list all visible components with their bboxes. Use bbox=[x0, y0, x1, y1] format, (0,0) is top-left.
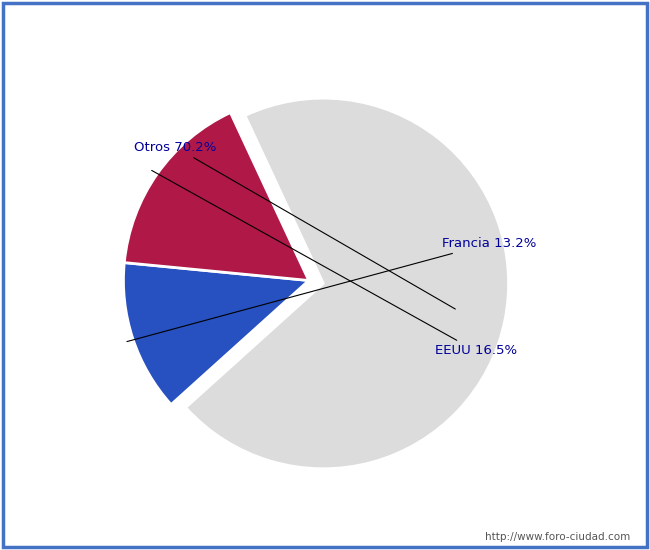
Text: EEUU 16.5%: EEUU 16.5% bbox=[151, 170, 517, 358]
Wedge shape bbox=[124, 262, 309, 405]
Text: Otros 70.2%: Otros 70.2% bbox=[134, 141, 455, 309]
Text: Francia 13.2%: Francia 13.2% bbox=[127, 237, 536, 342]
Text: Melide - Turistas extranjeros según país - Abril de 2024: Melide - Turistas extranjeros según país… bbox=[87, 12, 563, 28]
Wedge shape bbox=[124, 113, 309, 280]
Wedge shape bbox=[186, 98, 508, 469]
Text: http://www.foro-ciudad.com: http://www.foro-ciudad.com bbox=[486, 532, 630, 542]
